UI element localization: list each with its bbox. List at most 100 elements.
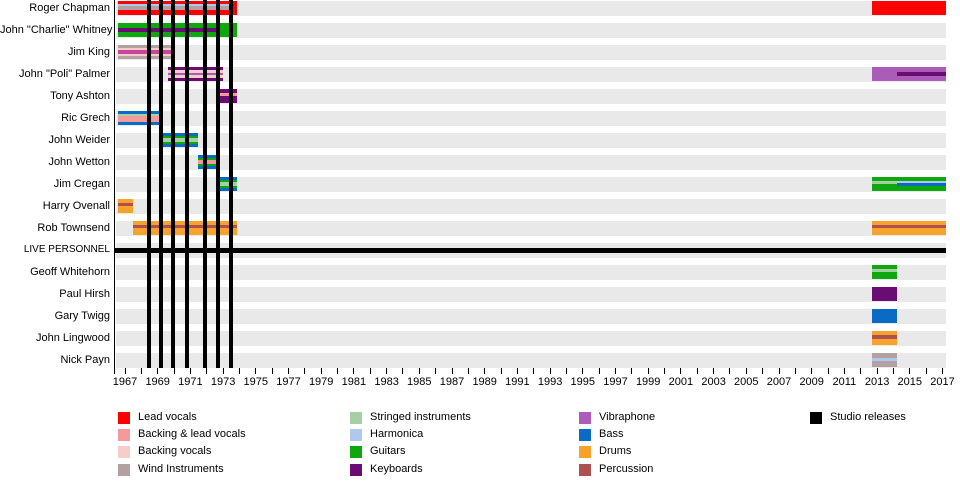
stripe-vocals_overlap_stripe <box>118 50 171 54</box>
x-axis-tick-label: 2017 <box>930 376 955 388</box>
x-axis-tick <box>467 368 469 374</box>
legend-swatch-harmonica <box>350 429 362 442</box>
stripe-backing_vocals <box>118 48 171 50</box>
timeline-bar-segment <box>197 155 219 169</box>
row-label: John Wetton <box>48 156 110 168</box>
timeline-bar-segment <box>872 353 897 367</box>
x-axis-tick-label: 2011 <box>832 376 857 388</box>
x-axis-tick <box>876 368 878 374</box>
row-band <box>115 176 946 192</box>
x-axis-tick-label: 1971 <box>178 376 203 388</box>
legend-swatch-vibraphone <box>579 412 591 424</box>
x-axis-tick <box>516 368 518 374</box>
x-axis-tick <box>745 368 747 374</box>
stripe-keyboards <box>219 89 237 93</box>
x-axis-tick-label: 1979 <box>308 376 334 388</box>
studio-release-line <box>229 0 234 368</box>
row-label: Roger Chapman <box>29 2 110 14</box>
studio-release-line <box>146 0 151 368</box>
x-axis-tick-label: 2013 <box>864 376 890 388</box>
stripe-vibraphone <box>167 73 224 75</box>
x-axis-tick <box>909 368 911 374</box>
stripe-harmonica <box>896 181 946 183</box>
stripe-stringed_instruments <box>872 181 897 184</box>
x-axis-tick <box>729 368 731 374</box>
timeline-bar-segment <box>118 23 220 37</box>
stripe-drums <box>133 228 237 235</box>
row-band <box>115 264 946 280</box>
legend-swatch-bass <box>579 429 591 442</box>
stripe-stringed_instruments <box>218 182 237 186</box>
x-axis-tick <box>386 368 388 374</box>
stripe-keyboards <box>872 287 897 301</box>
stripe-drums <box>118 206 134 213</box>
stripe-bass <box>197 155 219 158</box>
legend-swatch-guitars <box>350 446 362 459</box>
row-label: Geoff Whitehorn <box>30 266 110 278</box>
stripe-bass <box>160 133 198 136</box>
x-axis-tick-label: 1973 <box>210 376 236 388</box>
stripe-drums <box>872 228 946 235</box>
stripe-wind_instruments <box>872 361 897 367</box>
x-axis-tick <box>696 368 698 374</box>
legend-swatch-drums <box>579 446 591 459</box>
timeline-bar-segment <box>219 89 237 103</box>
legend-label: Backing vocals <box>138 445 212 458</box>
x-axis-tick <box>288 368 289 374</box>
timeline-bar-segment <box>872 287 897 301</box>
x-axis-tick-label: 1991 <box>505 376 530 388</box>
stripe-wind_instruments <box>118 45 171 48</box>
legend-label: Vibraphone <box>599 411 656 423</box>
stripe-percussion <box>133 225 237 228</box>
x-axis-tick <box>304 368 306 374</box>
x-axis-tick-label: 1983 <box>374 376 399 388</box>
row-label: Nick Payn <box>60 354 110 366</box>
stripe-guitars <box>160 136 198 138</box>
stripe-harmonica <box>872 358 897 361</box>
x-axis-tick <box>320 368 322 374</box>
x-axis-tick-label: 1981 <box>341 376 367 388</box>
row-label: Jim Cregan <box>53 178 110 190</box>
x-axis-tick <box>533 368 535 374</box>
x-axis-tick-label: 1999 <box>635 376 661 388</box>
stripe-drums <box>872 339 897 345</box>
timeline-bar-segment <box>896 67 946 81</box>
x-axis-tick <box>565 368 567 374</box>
x-axis-tick <box>402 368 404 374</box>
stripe-bass <box>118 111 161 114</box>
timeline-bar-segment <box>160 133 198 147</box>
timeline-bar-segment <box>872 331 897 345</box>
row-band <box>115 308 946 324</box>
x-axis-tick <box>811 368 813 374</box>
row-label: Ric Grech <box>61 112 110 124</box>
stripe-drums <box>133 221 237 225</box>
timeline-bar-segment <box>118 45 171 59</box>
row-band <box>115 198 946 214</box>
stripe-stringed_instruments <box>118 114 161 116</box>
timeline-bar-segment <box>872 309 897 323</box>
x-axis-tick <box>582 368 584 374</box>
x-axis-tick <box>222 368 224 374</box>
legend: Lead vocals Backing & lead vocals Backing … <box>0 398 960 488</box>
x-axis-tick <box>238 368 240 374</box>
stripe-keyboards <box>167 67 224 70</box>
x-axis-tick <box>925 368 927 374</box>
stripe-keyboards <box>219 96 237 103</box>
row-label: Rob Townsend <box>37 222 110 234</box>
stripe-backing_vocals <box>118 54 171 56</box>
row-band <box>115 286 946 302</box>
row-label: Harry Ovenall <box>42 200 110 212</box>
stripe-backing_vocals <box>167 75 224 78</box>
stripe-backing_lead_vocals <box>219 93 237 96</box>
stripe-keyboards <box>118 28 220 32</box>
x-axis-tick <box>189 368 191 374</box>
stripe-stringed_instruments <box>872 269 897 272</box>
stripe-backing_vocals <box>167 70 224 73</box>
x-axis-tick <box>794 368 796 374</box>
x-axis-tick <box>353 368 355 374</box>
stripe-bass <box>160 144 198 147</box>
x-axis-tick-label: 1995 <box>570 376 596 388</box>
legend-label: Wind Instruments <box>138 462 224 475</box>
x-axis-tick-label: 1985 <box>407 376 432 388</box>
x-axis-tick <box>860 368 862 374</box>
